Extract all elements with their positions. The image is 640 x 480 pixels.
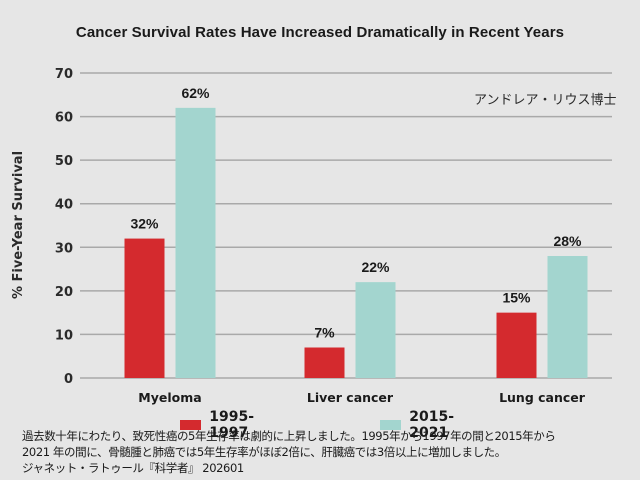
bar-2015-2021-lung-cancer xyxy=(547,256,588,378)
y-tick-label: 0 xyxy=(64,372,73,387)
bar-2015-2021-myeloma xyxy=(175,107,216,378)
chart-title: Cancer Survival Rates Have Increased Dra… xyxy=(75,24,565,41)
bar-1995-1997-myeloma xyxy=(124,238,165,378)
caption: 過去数十年にわたり、致死性癌の5年生存率は劇的に上昇しました。1995年から19… xyxy=(22,428,632,476)
bar-1995-1997-lung-cancer xyxy=(496,312,537,378)
caption-line: ジャネット・ラトゥール『科学者』 202601 xyxy=(22,461,244,475)
y-tick-label: 70 xyxy=(55,67,73,82)
data-label: 7% xyxy=(314,325,335,341)
data-label: 22% xyxy=(361,259,390,275)
x-axis-categories: Myeloma Liver cancer Lung cancer xyxy=(138,390,585,405)
data-label: 32% xyxy=(130,216,159,232)
y-axis-label: % Five-Year Survival xyxy=(11,151,26,299)
data-labels: 32% 62% 7% 22% 15% 28% xyxy=(130,85,582,341)
y-tick-label: 60 xyxy=(55,111,73,126)
caption-line: 2021 年の間に、骨髄腫と肺癌では5年生存率がほぼ2倍に、肝臓癌では3倍以上に… xyxy=(22,445,506,459)
legend-item-2015-2021: 2015-2021 xyxy=(380,409,465,441)
bars xyxy=(124,107,588,378)
y-tick-label: 10 xyxy=(55,328,73,343)
legend-label: 2015-2021 xyxy=(409,409,455,441)
legend-label: 1995-1997 xyxy=(209,409,255,441)
author-annotation: アンドレア・リウス博士 xyxy=(474,93,617,108)
data-label: 62% xyxy=(181,85,210,101)
data-label: 28% xyxy=(553,233,582,249)
y-tick-label: 40 xyxy=(55,198,73,213)
y-tick-label: 20 xyxy=(55,285,73,300)
x-category-label: Myeloma xyxy=(138,390,201,405)
legend-swatch-teal xyxy=(380,420,402,430)
y-tick-label: 50 xyxy=(55,154,73,169)
legend-swatch-red xyxy=(180,420,202,430)
legend-item-1995-1997: 1995-1997 xyxy=(180,409,265,441)
gridlines xyxy=(80,72,612,379)
x-category-label: Liver cancer xyxy=(307,390,394,405)
data-label: 15% xyxy=(502,290,531,306)
caption-line: 過去数十年にわたり、致死性癌の5年生存率は劇的に上昇しました。1995年から19… xyxy=(22,429,556,443)
y-axis-ticks: 0 10 20 30 40 50 60 70 xyxy=(55,67,73,387)
y-tick-label: 30 xyxy=(55,241,73,256)
bar-2015-2021-liver-cancer xyxy=(355,282,396,378)
bar-1995-1997-liver-cancer xyxy=(304,347,345,378)
x-category-label: Lung cancer xyxy=(499,390,586,405)
